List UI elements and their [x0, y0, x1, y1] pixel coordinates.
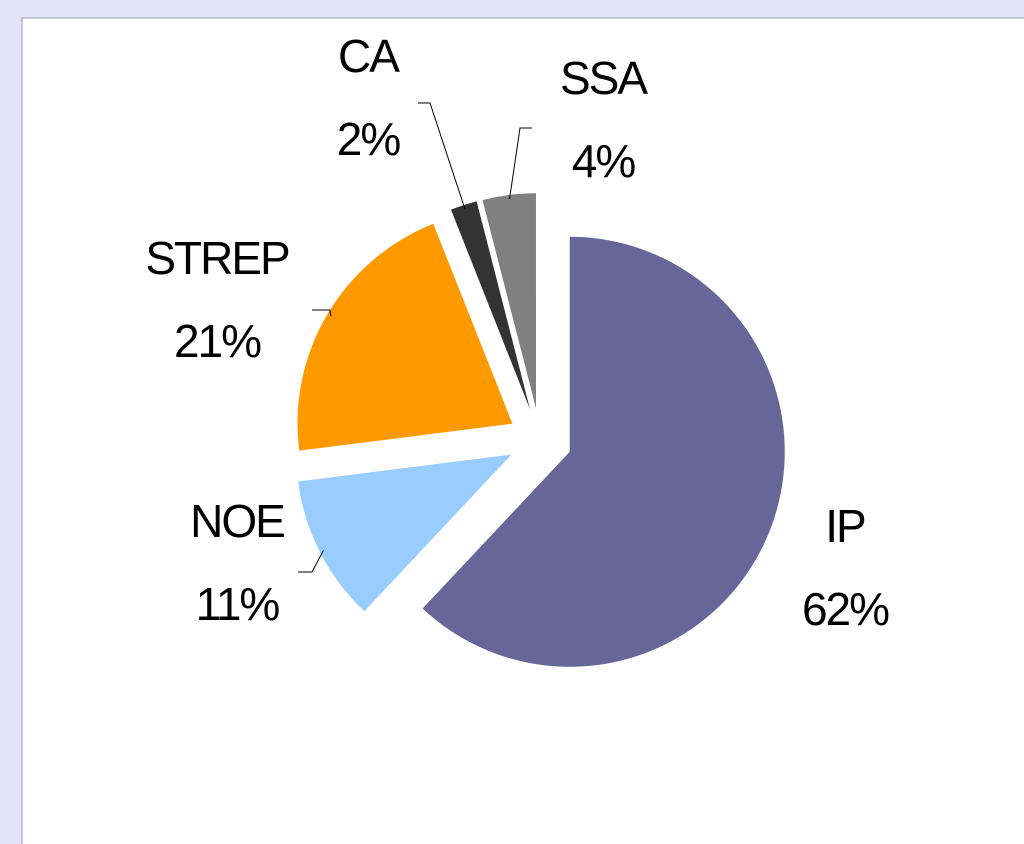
leader-line [509, 127, 532, 199]
slice-label: STREP [145, 232, 289, 284]
pie-slice [450, 201, 531, 410]
slice-value-label: 62% [802, 583, 889, 635]
pie-slice [298, 454, 512, 612]
slice-label: IP [825, 500, 865, 552]
slice-value-label: 2% [337, 113, 401, 165]
pie-slice [297, 223, 513, 451]
leader-line [298, 550, 324, 573]
slice-value-label: 11% [196, 578, 280, 630]
slice-label: CA [338, 30, 400, 82]
slice-value-label: 21% [174, 315, 261, 367]
leader-line [418, 102, 466, 210]
pie-slice [422, 236, 785, 667]
plot-panel [21, 17, 1024, 844]
slice-label: NOE [190, 495, 284, 547]
leader-line [312, 309, 332, 317]
slice-label: SSA [560, 52, 648, 104]
pie-slice [482, 193, 536, 409]
slice-value-label: 4% [572, 135, 636, 187]
